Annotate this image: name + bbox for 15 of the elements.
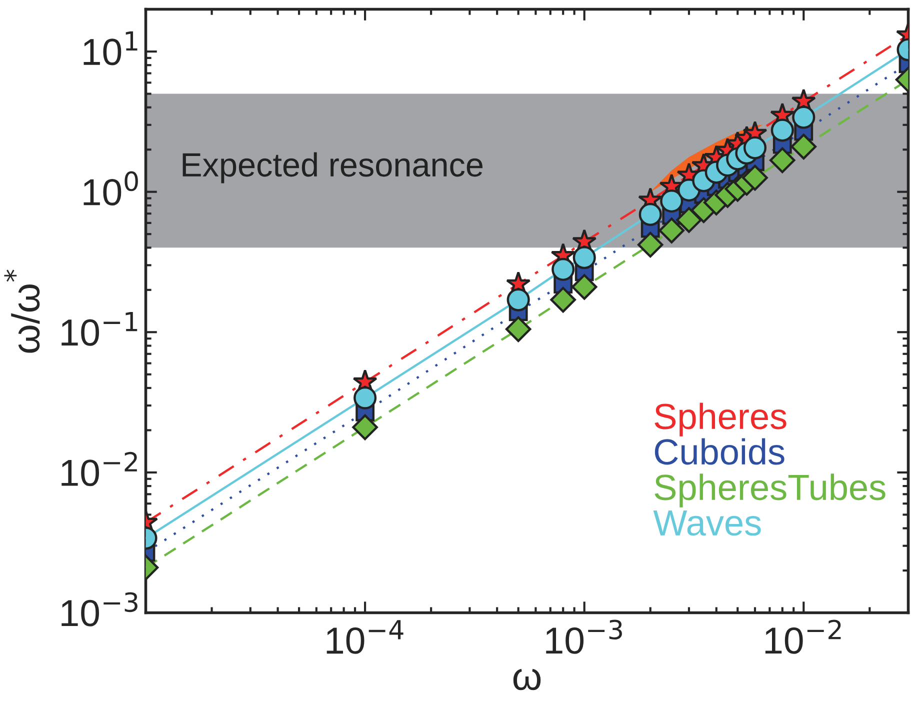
legend-label: SpheresTubes — [654, 474, 886, 508]
x-tick-label: 10$^{−4}$ — [326, 620, 404, 654]
y-tick-label: 10$^{0}$ — [84, 171, 138, 206]
y-tick-label: 10$^{1}$ — [84, 31, 138, 66]
x-tick-label: 10$^{−3}$ — [546, 620, 622, 654]
text: Waves — [653, 510, 761, 536]
y-tick-label: 10$^{−3}$ — [62, 592, 138, 626]
x-tick-label: 10$^{−2}$ — [765, 620, 841, 654]
y-axis-title: ω/ω$^{*}$ — [4, 270, 40, 353]
y-tick-label: 10$^{−1}$ — [62, 312, 138, 346]
band-label: Expected resonance — [182, 152, 482, 184]
text: Cuboids — [654, 438, 784, 465]
y-tick-label: 10$^{−2}$ — [62, 452, 137, 486]
text: Spheres — [654, 402, 786, 436]
x-axis-title: ω — [513, 668, 541, 690]
